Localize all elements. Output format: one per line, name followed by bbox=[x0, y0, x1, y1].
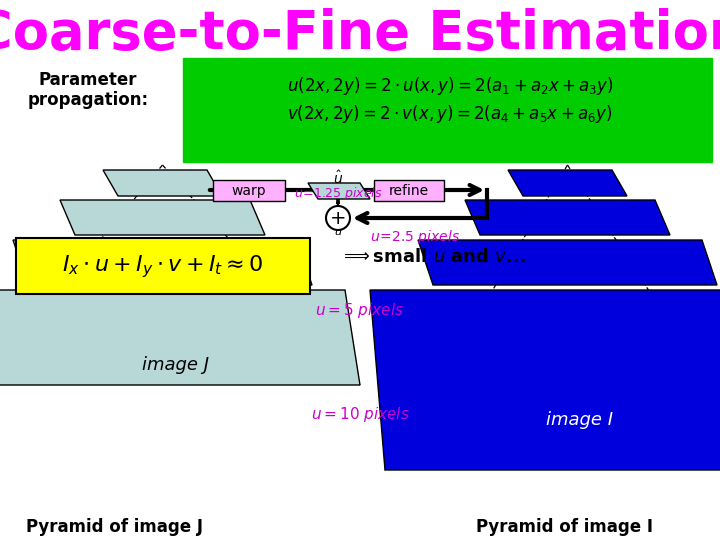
Text: $u(2x,2y) = 2 \cdot u(x,y) = 2(a_1 + a_2x + a_3y)$: $u(2x,2y) = 2 \cdot u(x,y) = 2(a_1 + a_2… bbox=[287, 75, 613, 97]
Polygon shape bbox=[103, 170, 222, 196]
Text: $u\!=\!2.5$ pixels: $u\!=\!2.5$ pixels bbox=[370, 228, 460, 246]
Text: $I_x \cdot u + I_y \cdot v + I_t \approx 0$: $I_x \cdot u + I_y \cdot v + I_t \approx… bbox=[62, 254, 264, 280]
Polygon shape bbox=[13, 240, 312, 285]
Polygon shape bbox=[370, 290, 720, 470]
Circle shape bbox=[326, 206, 350, 230]
FancyBboxPatch shape bbox=[213, 180, 285, 201]
Text: $u=10$ pixels: $u=10$ pixels bbox=[310, 406, 410, 424]
Polygon shape bbox=[60, 200, 265, 235]
FancyBboxPatch shape bbox=[374, 180, 444, 201]
Text: $u$: $u$ bbox=[334, 227, 342, 237]
Polygon shape bbox=[465, 200, 670, 235]
Text: $\hat{u}$: $\hat{u}$ bbox=[333, 170, 343, 187]
Text: Pyramid of image I: Pyramid of image I bbox=[477, 518, 654, 536]
Text: $u=5$ pixels: $u=5$ pixels bbox=[315, 300, 405, 320]
Text: $u\!=\!1.25$ pixels: $u\!=\!1.25$ pixels bbox=[294, 185, 382, 201]
Text: refine: refine bbox=[389, 184, 429, 198]
Text: Coarse-to-Fine Estimation: Coarse-to-Fine Estimation bbox=[0, 8, 720, 60]
FancyBboxPatch shape bbox=[183, 58, 712, 162]
Text: Parameter
propagation:: Parameter propagation: bbox=[27, 71, 148, 110]
Polygon shape bbox=[418, 240, 717, 285]
FancyBboxPatch shape bbox=[16, 238, 310, 294]
Text: +: + bbox=[330, 208, 346, 227]
Polygon shape bbox=[0, 290, 360, 385]
Text: image J: image J bbox=[142, 356, 209, 374]
Text: image I: image I bbox=[546, 411, 613, 429]
Polygon shape bbox=[308, 183, 370, 199]
Text: $\Longrightarrow$small $u$ and $v$...: $\Longrightarrow$small $u$ and $v$... bbox=[340, 248, 526, 266]
Text: Pyramid of image J: Pyramid of image J bbox=[27, 518, 204, 536]
Polygon shape bbox=[508, 170, 627, 196]
Text: $v(2x,2y) = 2 \cdot v(x,y) = 2(a_4 + a_5x + a_6y)$: $v(2x,2y) = 2 \cdot v(x,y) = 2(a_4 + a_5… bbox=[287, 103, 613, 125]
Text: warp: warp bbox=[232, 184, 266, 198]
